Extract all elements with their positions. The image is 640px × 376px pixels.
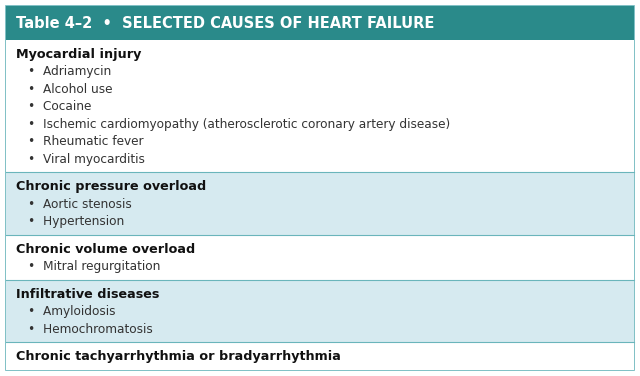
- Text: •  Mitral regurgitation: • Mitral regurgitation: [28, 260, 161, 273]
- Text: •  Hemochromatosis: • Hemochromatosis: [28, 323, 153, 336]
- Text: •  Alcohol use: • Alcohol use: [28, 83, 113, 96]
- Bar: [6, 40, 634, 172]
- Bar: [6, 280, 634, 343]
- Text: •  Hypertension: • Hypertension: [28, 215, 124, 228]
- Bar: [6, 235, 634, 280]
- Bar: [6, 172, 634, 235]
- Text: •  Adriamycin: • Adriamycin: [28, 65, 111, 78]
- Bar: [6, 6, 634, 40]
- Text: •  Rheumatic fever: • Rheumatic fever: [28, 135, 143, 148]
- Text: •  Ischemic cardiomyopathy (atherosclerotic coronary artery disease): • Ischemic cardiomyopathy (atherosclerot…: [28, 118, 451, 130]
- Text: Chronic pressure overload: Chronic pressure overload: [16, 180, 206, 193]
- Text: Chronic volume overload: Chronic volume overload: [16, 243, 195, 256]
- Bar: [6, 343, 634, 370]
- Text: Chronic tachyarrhythmia or bradyarrhythmia: Chronic tachyarrhythmia or bradyarrhythm…: [16, 350, 341, 363]
- Text: Myocardial injury: Myocardial injury: [16, 48, 141, 61]
- Text: •  Amyloidosis: • Amyloidosis: [28, 305, 115, 318]
- Text: •  Viral myocarditis: • Viral myocarditis: [28, 153, 145, 165]
- Text: Infiltrative diseases: Infiltrative diseases: [16, 288, 159, 301]
- Text: •  Aortic stenosis: • Aortic stenosis: [28, 197, 132, 211]
- Text: •  Cocaine: • Cocaine: [28, 100, 92, 113]
- Text: Table 4–2  •  SELECTED CAUSES OF HEART FAILURE: Table 4–2 • SELECTED CAUSES OF HEART FAI…: [16, 15, 435, 30]
